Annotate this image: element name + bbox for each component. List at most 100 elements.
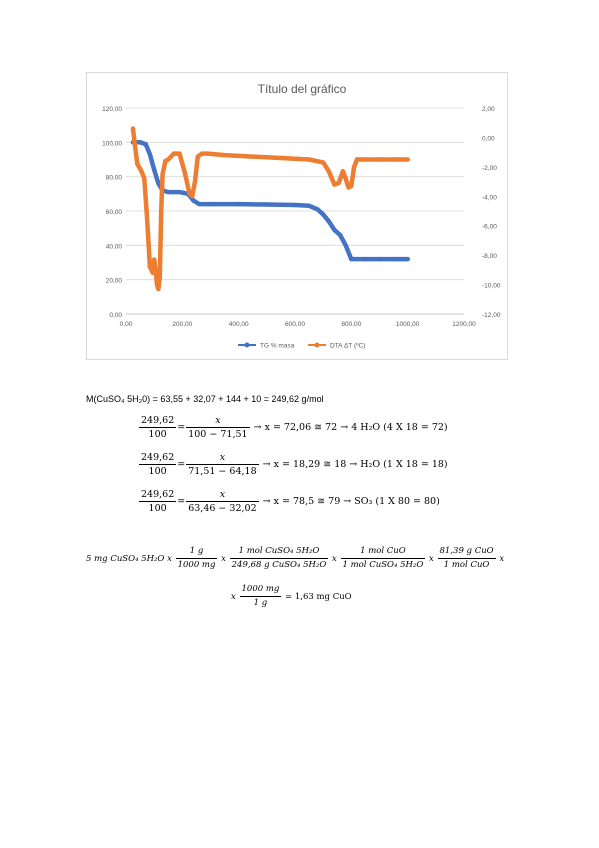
data-point (166, 157, 171, 162)
data-point (147, 152, 153, 157)
data-point (147, 264, 153, 270)
eq3-num: 249,62 (139, 489, 177, 502)
data-point (157, 275, 162, 280)
data-point (222, 152, 227, 158)
data-point (354, 157, 360, 162)
y-left-tick-label: 40,00 (106, 243, 123, 250)
y-left-tick-label: 20,00 (106, 278, 123, 285)
data-point (326, 169, 331, 174)
eq1-den: 100 (148, 429, 167, 440)
data-point (405, 157, 410, 162)
eq1-left-fraction: 249,62 100 (139, 415, 177, 440)
data-point (292, 202, 298, 208)
conv-start: 5 mg CuSO₄ 5H₂O x (86, 554, 172, 564)
data-point (156, 181, 161, 186)
equation-2: 249,62 100 = x 71,51 − 64,18 → x = 18,29 ≅ 1… (139, 452, 448, 477)
data-point (250, 154, 255, 159)
legend-label: DTA ΔT (ºC) (330, 343, 365, 350)
y-right-tick-label: -10,00 (482, 283, 501, 290)
eq1-num: 249,62 (139, 415, 177, 428)
y-right-tick-label: -12,00 (482, 312, 501, 319)
data-point (340, 169, 346, 174)
data-point (143, 141, 148, 147)
eq3-result: → x = 78,5 ≅ 79 → SO₃ (1 X 80 = 80) (262, 496, 440, 507)
data-point (264, 202, 269, 207)
x-tick-label: 1000,00 (396, 321, 420, 328)
data-point (190, 194, 195, 199)
gridlines (126, 107, 464, 315)
data-point (321, 212, 326, 217)
data-point (197, 201, 202, 207)
data-point (278, 155, 284, 161)
eq3-rden: 63,46 − 32,02 (188, 503, 257, 514)
y-left-tick-label: 80,00 (106, 175, 123, 182)
data-point (336, 180, 341, 186)
conv-fraction-3: 1 mol CuO 1 mol CuSO₄ 5H₂O (340, 546, 426, 570)
data-point (177, 189, 182, 195)
eq2-rnum: x (219, 452, 226, 463)
data-point (192, 179, 198, 184)
eq3-left-fraction: 249,62 100 (139, 489, 177, 514)
data-point (130, 126, 136, 131)
eq2-den: 100 (148, 466, 167, 477)
conv-result: = 1,63 mg CuO (285, 592, 352, 602)
conv-line2-x: x (231, 592, 236, 602)
data-point (152, 257, 157, 262)
data-point (137, 140, 143, 145)
eq2-rden: 71,51 − 64,18 (188, 466, 257, 477)
eq3-den: 100 (148, 503, 167, 514)
conv-x-4: x (499, 554, 505, 564)
conv-fraction-1: 1 g 1000 mg (175, 546, 218, 570)
eq1-result: → x = 72,06 ≅ 72 → 4 H₂O (4 X 18 = 72) (253, 422, 448, 433)
data-point (306, 157, 312, 162)
conv-x-1: x (221, 554, 226, 564)
data-point (142, 176, 147, 181)
y-right-tick-label: 2,00 (482, 106, 495, 113)
data-point (363, 157, 368, 162)
data-point (343, 176, 348, 181)
data-point (166, 189, 171, 195)
axes: 0,00 20,00 40,00 60,00 80,00 100,00 120,00 2,00… (102, 106, 501, 328)
chart-container: Título del gráfico 0,00 20,00 40,00 60,00 80… (86, 72, 508, 360)
data-point (152, 167, 157, 172)
y-left-tick-label: 60,00 (106, 209, 123, 216)
legend-label: TG % masa (260, 343, 295, 350)
y-left-tick-label: 100,00 (102, 140, 122, 147)
eq3-rnum: x (219, 489, 226, 500)
data-point (343, 243, 348, 248)
data-point (405, 256, 410, 262)
y-right-tick-label: -4,00 (482, 194, 497, 201)
chart-border (86, 72, 508, 360)
data-point (195, 154, 200, 159)
x-tick-label: 1200,00 (452, 321, 476, 328)
data-point (191, 198, 196, 203)
data-point (351, 164, 357, 170)
x-tick-label: 400,00 (229, 321, 249, 328)
equation-1: 249,62 100 = x 100 − 71,51 → x = 72,06 ≅ 72 … (139, 415, 448, 440)
legend-marker (314, 342, 320, 348)
data-point (208, 201, 213, 207)
data-point (377, 256, 382, 262)
x-tick-label: 0,00 (120, 321, 133, 328)
data-point (135, 161, 140, 167)
data-point (205, 151, 210, 156)
data-point (391, 157, 396, 162)
eq2-result: → x = 18,29 ≅ 18 → H₂O (1 X 18 = 18) (262, 459, 448, 470)
y-right-tick-label: -2,00 (482, 165, 497, 172)
x-tick-label: 800,00 (341, 321, 361, 328)
data-point (144, 216, 150, 221)
data-point (171, 151, 177, 156)
y-right-tick-label: -6,00 (482, 224, 497, 231)
conv-fraction-5: 1000 mg 1 g (239, 584, 282, 608)
data-point (377, 157, 382, 162)
chart-title: Título del gráfico (258, 82, 347, 96)
data-point (332, 227, 337, 233)
data-point (156, 286, 161, 292)
conversion-line-1: 5 mg CuSO₄ 5H₂O x 1 g 1000 mg x 1 mol CuS… (86, 546, 504, 571)
data-point (236, 201, 241, 207)
equation-3: 249,62 100 = x 63,46 − 32,02 → x = 78,5 ≅ 79… (139, 489, 440, 514)
y-right-tick-label: -8,00 (482, 253, 497, 260)
data-point (321, 160, 326, 165)
data-point (315, 207, 320, 212)
eq2-left-fraction: 249,62 100 (139, 452, 177, 477)
